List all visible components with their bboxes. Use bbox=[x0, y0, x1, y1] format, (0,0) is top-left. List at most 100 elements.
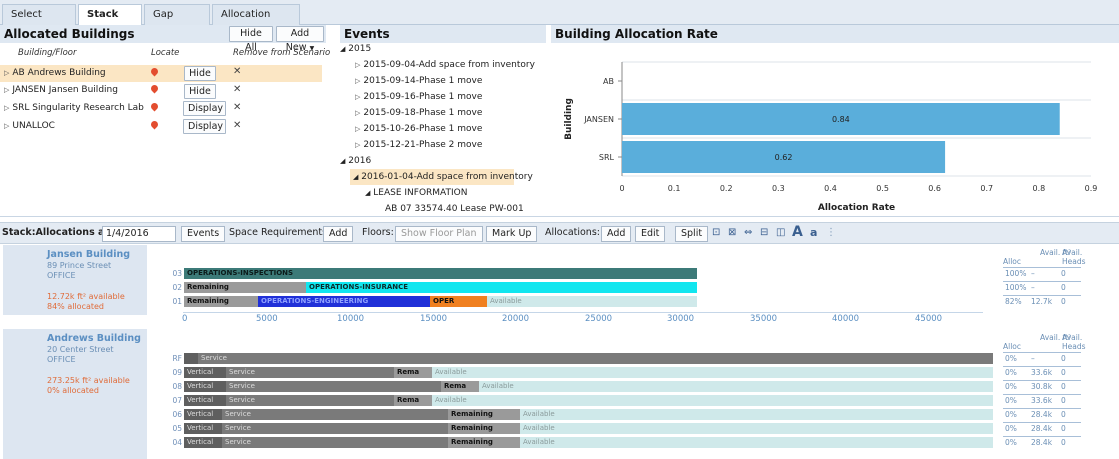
segment-available[interactable]: Available bbox=[520, 437, 993, 448]
allocation-add-button[interactable]: Add bbox=[601, 226, 632, 242]
col-locate: Locate bbox=[151, 48, 180, 58]
remove-icon[interactable]: ✕ bbox=[233, 102, 242, 113]
segment-service[interactable]: Service bbox=[222, 409, 448, 420]
remove-icon[interactable]: ✕ bbox=[233, 84, 242, 95]
segment-oper[interactable]: OPER bbox=[430, 296, 487, 307]
segment-operations-insurance[interactable]: OPERATIONS-INSURANCE bbox=[306, 282, 697, 293]
segment-available[interactable]: Available bbox=[432, 395, 993, 406]
tab-bar: Select Scenario Stack Plan Gap Analysis … bbox=[0, 0, 1119, 40]
segment-vertical[interactable]: Vertical bbox=[184, 409, 222, 420]
event-item[interactable]: ▷ 2015-09-04-Add space from inventory bbox=[355, 60, 535, 70]
remove-icon[interactable]: ✕ bbox=[233, 66, 242, 77]
fit-width-icon[interactable]: ⊟ bbox=[760, 227, 769, 238]
event-item[interactable]: ▷ 2015-10-26-Phase 1 move bbox=[355, 124, 483, 134]
expand-icon: ▷ bbox=[355, 93, 361, 101]
expand-icon: ▷ bbox=[355, 61, 361, 69]
table-row: 0% 28.4k 0 bbox=[1003, 436, 1081, 449]
event-item[interactable]: ▷ 2015-09-18-Phase 1 move bbox=[355, 108, 483, 118]
lease-info-node[interactable]: ◢ LEASE INFORMATION bbox=[365, 188, 468, 198]
event-item[interactable]: ▷ 2015-09-16-Phase 1 move bbox=[355, 92, 483, 102]
as-of-date-input[interactable]: 1/4/2016 bbox=[102, 226, 176, 242]
axis-tick-label: 15000 bbox=[420, 314, 448, 324]
segment-remaining[interactable]: Remaining bbox=[184, 282, 306, 293]
segment-vertical[interactable]: Vertical bbox=[184, 395, 226, 406]
segment-available[interactable]: Available bbox=[432, 367, 993, 378]
building-row-jansen[interactable]: ▷ JANSEN Jansen Building bbox=[0, 82, 322, 99]
mark-up-button[interactable]: Mark Up bbox=[486, 226, 538, 242]
building-available: 12.72k ft² available bbox=[47, 292, 125, 301]
collapse-all-icon[interactable]: ⊠ bbox=[728, 227, 737, 238]
font-larger-icon[interactable]: A bbox=[792, 224, 803, 240]
building-label: ▷ SRL Singularity Research Lab bbox=[4, 103, 144, 113]
building-card-andrews[interactable] bbox=[3, 329, 147, 459]
segment-available[interactable]: Available bbox=[487, 296, 697, 307]
display-button[interactable]: Display bbox=[183, 119, 226, 134]
segment-vertical[interactable]: Vertical bbox=[184, 423, 222, 434]
segment-operations-inspections[interactable]: OPERATIONS-INSPECTIONS bbox=[184, 268, 697, 279]
segment-remaining[interactable]: Rema bbox=[394, 367, 432, 378]
event-year-2015[interactable]: ◢ 2015 bbox=[340, 44, 372, 54]
segment-service[interactable]: Service bbox=[198, 353, 993, 364]
expand-icon: ▷ bbox=[355, 141, 361, 149]
hide-button[interactable]: Hide bbox=[184, 84, 216, 99]
hide-button[interactable]: Hide bbox=[184, 66, 216, 81]
font-smaller-icon[interactable]: a bbox=[810, 226, 818, 239]
segment-available[interactable]: Available bbox=[520, 423, 993, 434]
building-row-ab[interactable]: ▷ AB Andrews Building bbox=[0, 65, 322, 82]
segment-vertical[interactable]: Vertical bbox=[184, 367, 226, 378]
building-row-srl[interactable]: ▷ SRL Singularity Research Lab bbox=[0, 100, 322, 117]
expand-icon: ▷ bbox=[355, 125, 361, 133]
chart-title: Building Allocation Rate bbox=[555, 27, 718, 41]
segment-service[interactable]: Service bbox=[222, 423, 448, 434]
segment-remaining[interactable]: Rema bbox=[394, 395, 432, 406]
event-item[interactable]: ▷ 2015-12-21-Phase 2 move bbox=[355, 140, 483, 150]
segment-remaining[interactable]: Remaining bbox=[184, 296, 258, 307]
building-address: 20 Center Street bbox=[47, 345, 114, 354]
tab-gap-analysis[interactable]: Gap Analysis bbox=[144, 4, 210, 40]
segment-service[interactable]: Service bbox=[226, 381, 441, 392]
zoom-fit-icon[interactable]: ⊡ bbox=[712, 227, 721, 238]
col-alloc: Alloc bbox=[1003, 257, 1022, 266]
segment-service[interactable]: Service bbox=[226, 395, 394, 406]
chart-category-label: SRL bbox=[599, 153, 615, 162]
space-add-button[interactable]: Add bbox=[323, 226, 354, 242]
segment-remaining[interactable]: Remaining bbox=[448, 409, 520, 420]
lease-detail: AB 07 33574.40 Lease PW-001 bbox=[385, 204, 524, 214]
event-year-2016[interactable]: ◢ 2016 bbox=[340, 156, 372, 166]
segment-available[interactable]: Available bbox=[520, 409, 993, 420]
more-icon[interactable]: ⋮ bbox=[826, 227, 836, 238]
segment-service[interactable]: Service bbox=[222, 437, 448, 448]
segment-available[interactable]: Available bbox=[479, 381, 993, 392]
building-allocated: 84% allocated bbox=[47, 302, 105, 311]
segment-remaining[interactable]: Rema bbox=[441, 381, 479, 392]
edit-button[interactable]: Edit bbox=[635, 226, 666, 242]
remove-icon[interactable]: ✕ bbox=[233, 120, 242, 131]
tab-select-scenario[interactable]: Select Scenario bbox=[2, 4, 76, 40]
segment-remaining[interactable]: Remaining bbox=[448, 423, 520, 434]
building-card-jansen[interactable] bbox=[3, 245, 147, 315]
event-item-selected[interactable]: ◢ 2016-01-04-Add space from inventory bbox=[350, 169, 533, 185]
show-floor-plan-button[interactable]: Show Floor Plan bbox=[395, 226, 483, 242]
chart-x-tick-label: 0.1 bbox=[668, 184, 681, 193]
segment-operations-engineering[interactable]: OPERATIONS-ENGINEERING bbox=[258, 296, 430, 307]
segment-vertical[interactable] bbox=[184, 353, 198, 364]
segment-remaining[interactable]: Remaining bbox=[448, 437, 520, 448]
space-requirements-label: Space Requirements: bbox=[229, 227, 331, 238]
events-button[interactable]: Events bbox=[181, 226, 226, 242]
chart-x-tick-label: 0.7 bbox=[980, 184, 993, 193]
split-button[interactable]: Split bbox=[675, 226, 709, 242]
display-button[interactable]: Display bbox=[183, 101, 226, 116]
tab-allocation-events[interactable]: Allocation Events bbox=[212, 4, 300, 40]
event-item[interactable]: ▷ 2015-09-14-Phase 1 move bbox=[355, 76, 483, 86]
segment-vertical[interactable]: Vertical bbox=[184, 381, 226, 392]
columns-icon[interactable]: ◫ bbox=[776, 227, 786, 238]
floor-label: 05 bbox=[172, 424, 182, 433]
tab-stack-plan[interactable]: Stack Plan bbox=[78, 4, 142, 40]
segment-vertical[interactable]: Vertical bbox=[184, 437, 222, 448]
expand-horizontal-icon[interactable]: ⇔ bbox=[744, 227, 753, 238]
table-row: 100% – 0 bbox=[1003, 267, 1081, 280]
segment-service[interactable]: Service bbox=[226, 367, 394, 378]
building-row-unalloc[interactable]: ▷ UNALLOC bbox=[0, 118, 322, 135]
hide-all-button[interactable]: Hide All bbox=[229, 26, 273, 53]
add-new-dropdown[interactable]: Add New ▼ bbox=[276, 26, 324, 53]
